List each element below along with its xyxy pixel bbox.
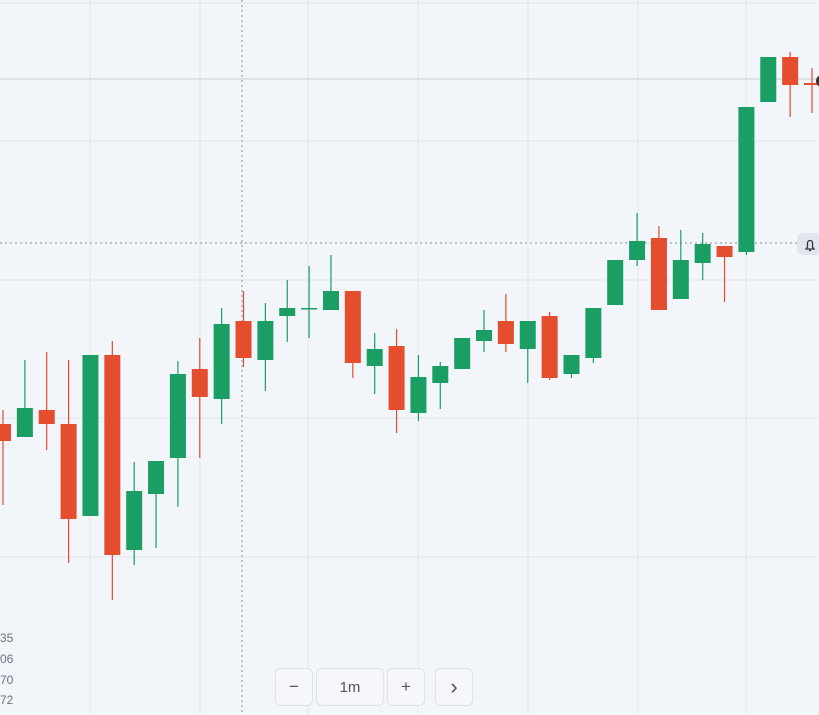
candle-body bbox=[388, 346, 405, 410]
axis-fragment: 72 bbox=[0, 693, 14, 707]
zoom-out-button[interactable]: − bbox=[275, 668, 313, 706]
candle-body bbox=[432, 366, 449, 383]
candle-body bbox=[148, 461, 165, 494]
next-button[interactable]: › bbox=[435, 668, 473, 706]
alert-button[interactable] bbox=[797, 233, 819, 255]
candle-body bbox=[38, 410, 55, 424]
candle-body bbox=[782, 57, 799, 85]
candle-body bbox=[716, 246, 733, 257]
candle-body bbox=[322, 291, 339, 310]
candle-body bbox=[16, 408, 33, 437]
candle-body bbox=[235, 321, 252, 358]
candle-body bbox=[672, 260, 689, 299]
candle-body bbox=[344, 291, 361, 363]
candle-body bbox=[0, 424, 11, 441]
candles bbox=[0, 52, 819, 600]
zoom-in-button[interactable]: + bbox=[387, 668, 425, 706]
candle-body bbox=[607, 260, 624, 305]
candle-body bbox=[804, 83, 819, 85]
candle-body bbox=[497, 321, 514, 344]
candle-body bbox=[82, 355, 99, 516]
candle-body bbox=[126, 491, 143, 550]
candle-body bbox=[760, 57, 777, 102]
candle-body bbox=[366, 349, 383, 366]
axis-fragment: 06 bbox=[0, 652, 14, 666]
candle-body bbox=[410, 377, 427, 413]
axis-fragment: 70 bbox=[0, 673, 14, 687]
interval-button[interactable]: 1m bbox=[316, 668, 384, 706]
candle-body bbox=[650, 238, 667, 310]
candle-body bbox=[454, 338, 471, 369]
candle-body bbox=[476, 330, 493, 341]
candle-body bbox=[279, 308, 296, 316]
last-price-dot bbox=[816, 75, 819, 87]
candle-body bbox=[213, 324, 230, 399]
candle-body bbox=[738, 107, 755, 252]
candle-body bbox=[519, 321, 536, 349]
candle-body bbox=[257, 321, 274, 360]
candle-body bbox=[563, 355, 580, 374]
axis-fragment: 35 bbox=[0, 631, 14, 645]
candle-body bbox=[585, 308, 602, 358]
candle-body bbox=[191, 369, 208, 397]
candle-body bbox=[629, 241, 646, 260]
candle-body bbox=[694, 244, 711, 263]
candle-body bbox=[301, 308, 318, 310]
candle-body bbox=[169, 374, 186, 458]
candle-body bbox=[104, 355, 121, 555]
candle-body bbox=[60, 424, 77, 519]
candle-body bbox=[541, 316, 558, 378]
